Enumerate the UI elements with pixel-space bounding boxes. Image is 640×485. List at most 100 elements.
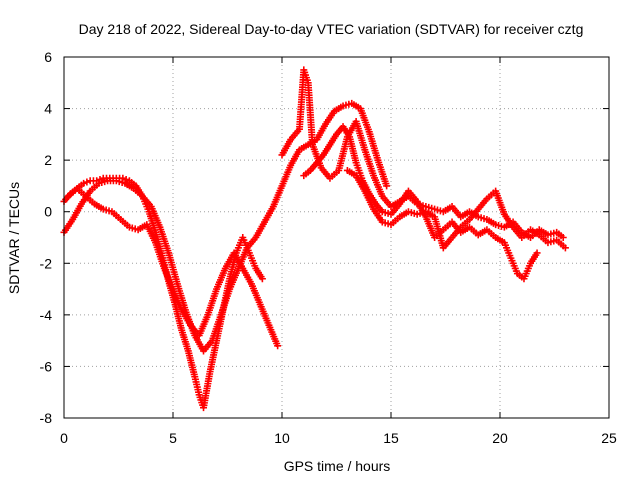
trail-marker	[88, 198, 96, 206]
x-tick-label: 0	[60, 430, 68, 446]
trail-marker	[384, 209, 392, 217]
trail-marker	[411, 195, 419, 203]
trail-marker	[446, 236, 454, 244]
trail-marker	[277, 184, 285, 192]
trail-marker	[151, 226, 159, 234]
trail-marker	[294, 127, 302, 135]
trail-marker	[242, 246, 250, 254]
trail-marker	[303, 76, 311, 84]
trail-marker	[212, 287, 220, 295]
x-tick-label: 10	[274, 430, 290, 446]
y-tick-label: 6	[44, 49, 52, 65]
trail-marker	[128, 183, 136, 191]
trail-marker	[190, 370, 198, 378]
trail-marker	[360, 143, 368, 151]
trail-marker	[325, 143, 333, 151]
trail-marker	[360, 185, 368, 193]
trail-marker	[518, 273, 526, 281]
trail-marker	[286, 164, 294, 172]
y-tick-label: -6	[40, 358, 53, 374]
trail-marker	[311, 161, 319, 169]
x-tick-label: 5	[169, 430, 177, 446]
trail-marker	[268, 205, 276, 213]
trail-marker	[101, 178, 109, 186]
y-tick-label: -2	[40, 255, 53, 271]
trail-marker	[377, 206, 385, 214]
trail-marker	[83, 178, 91, 186]
y-tick-label: 0	[44, 204, 52, 220]
trail-marker	[122, 175, 130, 183]
trail-marker	[463, 217, 471, 225]
trail-marker	[177, 303, 185, 311]
trail-marker	[76, 202, 84, 210]
trail-marker	[273, 340, 281, 348]
trail-marker	[118, 178, 126, 186]
trail-marker	[542, 237, 550, 245]
x-tick-label: 20	[492, 430, 508, 446]
trail-marker	[97, 204, 105, 212]
trail-marker	[428, 204, 436, 212]
trail-marker	[329, 109, 337, 117]
trail-marker	[394, 215, 402, 223]
trail-marker	[185, 319, 193, 327]
trail-marker	[89, 177, 97, 185]
trail-marker	[136, 190, 144, 198]
trail-marker	[238, 262, 246, 270]
trail-marker	[155, 221, 163, 229]
trail-marker	[533, 230, 541, 238]
ticks-layer: 0 5 10 15 20 25 -8 -6 -4 -2 0 2 4 6	[40, 49, 617, 446]
trail-marker	[173, 278, 181, 286]
trail-marker	[428, 212, 436, 220]
trail-marker	[499, 208, 507, 216]
trail-marker	[264, 319, 272, 327]
points-layer	[60, 66, 569, 412]
trail-marker	[216, 313, 224, 321]
trail-marker	[364, 125, 372, 133]
trail-marker	[145, 200, 153, 208]
trail-marker	[302, 142, 310, 150]
trail-marker	[251, 262, 259, 270]
trail-marker	[320, 122, 328, 130]
trail-marker	[294, 148, 302, 156]
trail-marker	[164, 247, 172, 255]
trail-marker	[350, 170, 358, 178]
chart-title: Day 218 of 2022, Sidereal Day-to-day VTE…	[79, 21, 584, 37]
trail-marker	[550, 237, 558, 245]
trail-marker	[368, 203, 376, 211]
trail-marker	[373, 154, 381, 162]
trail-marker	[115, 214, 122, 222]
trail-marker	[455, 225, 463, 233]
trail-marker	[369, 169, 377, 177]
trail-marker	[512, 267, 520, 275]
trail-marker	[206, 370, 214, 378]
trail-marker	[246, 278, 254, 286]
y-tick-label: -8	[40, 410, 53, 426]
trail-marker	[105, 207, 113, 215]
x-tick-label: 25	[601, 430, 617, 446]
plot-frame	[63, 56, 610, 419]
trail-marker	[80, 190, 88, 198]
trail-marker	[506, 252, 514, 260]
trail-marker	[480, 215, 488, 223]
trail-marker	[498, 237, 506, 245]
trail-marker	[331, 132, 339, 140]
trail-marker	[384, 220, 392, 228]
trail-marker	[195, 388, 203, 396]
trail-marker	[159, 262, 167, 270]
trail-marker	[285, 138, 293, 146]
trail-marker	[225, 287, 233, 295]
trail-marker	[532, 251, 540, 259]
trail-marker	[337, 103, 345, 111]
trail-marker	[250, 236, 258, 244]
trail-marker	[352, 156, 360, 164]
trail-marker	[377, 216, 385, 224]
trail-marker	[377, 190, 385, 198]
trail-marker	[177, 324, 185, 332]
y-tick-label: -4	[40, 307, 53, 323]
trail-marker	[184, 345, 192, 353]
trail-marker	[318, 153, 326, 161]
trail-marker	[77, 181, 85, 189]
trail-marker	[489, 232, 497, 240]
